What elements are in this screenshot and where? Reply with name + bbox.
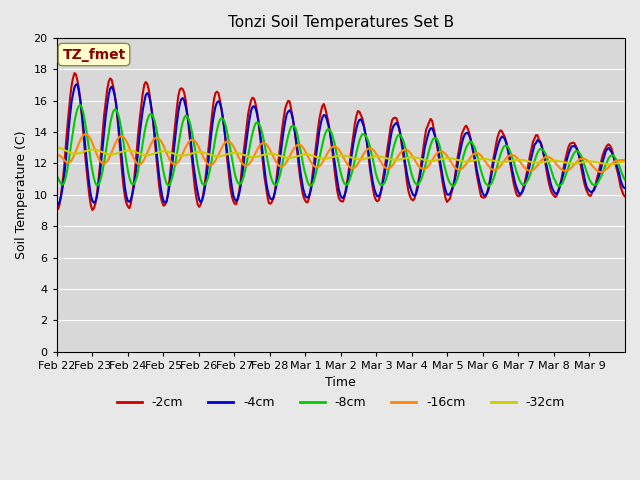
-32cm [345, 154, 353, 160]
-16cm [621, 157, 629, 163]
-2cm [88, 207, 96, 213]
-16cm [92, 148, 99, 154]
-16cm [460, 165, 467, 170]
-32cm [72, 151, 80, 156]
-8cm [77, 102, 84, 108]
-32cm [543, 159, 550, 165]
X-axis label: Time: Time [326, 376, 356, 389]
-8cm [545, 161, 553, 167]
-8cm [621, 177, 629, 183]
-2cm [53, 207, 61, 213]
-2cm [461, 124, 468, 130]
-4cm [544, 168, 552, 174]
Y-axis label: Soil Temperature (C): Soil Temperature (C) [15, 131, 28, 259]
-16cm [597, 169, 605, 175]
-16cm [620, 157, 627, 163]
-4cm [92, 199, 99, 205]
-16cm [347, 165, 355, 171]
-16cm [81, 131, 89, 137]
Line: -16cm: -16cm [57, 134, 625, 172]
Legend: -2cm, -4cm, -8cm, -16cm, -32cm: -2cm, -4cm, -8cm, -16cm, -32cm [111, 391, 570, 414]
Title: Tonzi Soil Temperatures Set B: Tonzi Soil Temperatures Set B [228, 15, 454, 30]
-8cm [347, 175, 355, 180]
-4cm [53, 202, 61, 207]
-32cm [53, 145, 61, 151]
-4cm [460, 135, 467, 141]
-32cm [458, 158, 466, 164]
Text: TZ_fmet: TZ_fmet [62, 48, 125, 61]
-2cm [621, 193, 629, 199]
Line: -32cm: -32cm [57, 148, 625, 164]
-8cm [461, 149, 468, 155]
-8cm [53, 173, 61, 179]
-2cm [348, 142, 356, 148]
-16cm [544, 154, 552, 160]
-4cm [621, 185, 629, 191]
-4cm [347, 161, 355, 167]
-32cm [618, 159, 626, 165]
-32cm [605, 161, 612, 167]
-8cm [92, 180, 99, 186]
-4cm [72, 82, 80, 87]
-32cm [621, 159, 629, 165]
-8cm [449, 183, 457, 189]
-2cm [545, 182, 553, 188]
-2cm [70, 70, 78, 76]
-2cm [620, 192, 627, 198]
-4cm [618, 181, 626, 187]
-2cm [93, 192, 100, 198]
Line: -4cm: -4cm [57, 84, 625, 204]
-8cm [72, 111, 80, 117]
-2cm [74, 78, 81, 84]
-16cm [53, 152, 61, 157]
-32cm [90, 147, 98, 153]
-4cm [74, 82, 81, 87]
Line: -8cm: -8cm [57, 105, 625, 186]
Line: -2cm: -2cm [57, 73, 625, 210]
-8cm [620, 174, 627, 180]
-16cm [72, 148, 80, 154]
